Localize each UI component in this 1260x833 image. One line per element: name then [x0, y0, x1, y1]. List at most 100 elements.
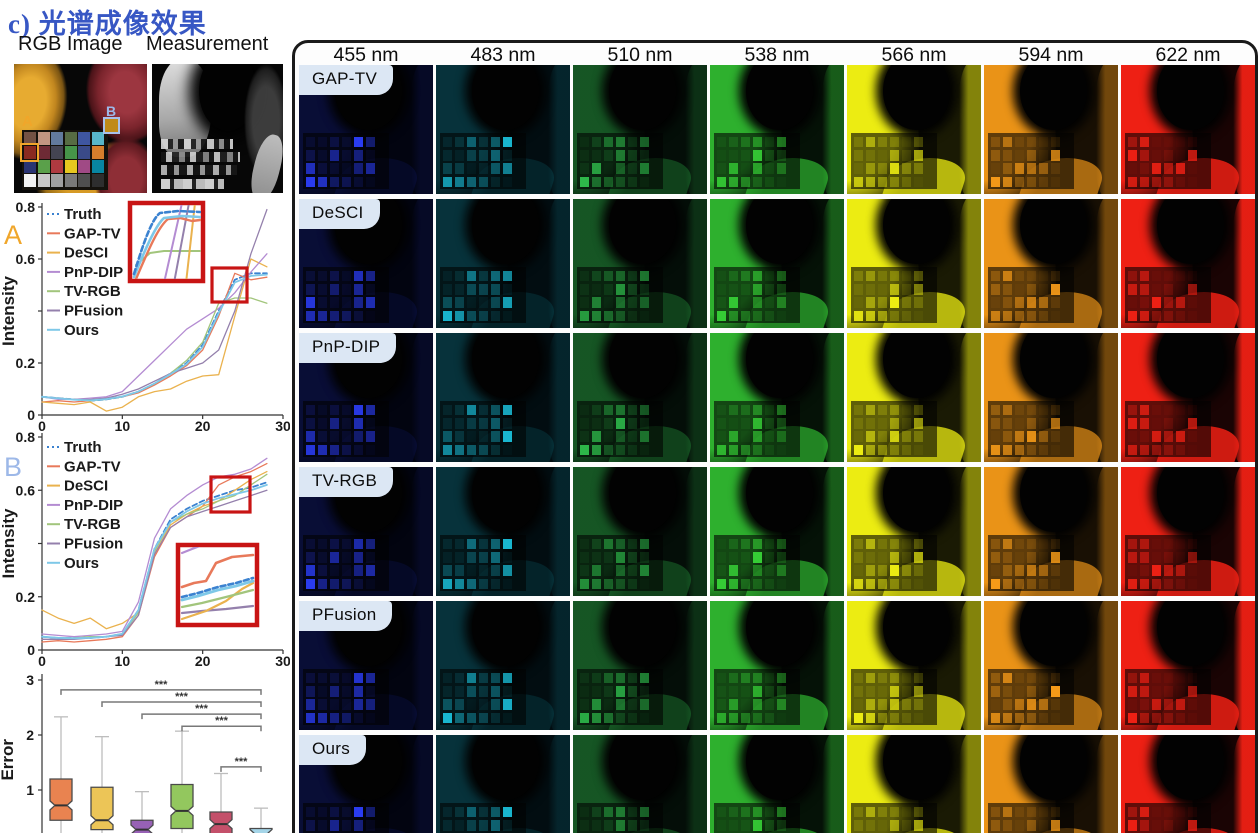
svg-text:TV-RGB: TV-RGB — [64, 516, 121, 533]
svg-text:0: 0 — [38, 418, 46, 432]
svg-text:PnP-DIP: PnP-DIP — [64, 264, 123, 281]
checker-region — [1125, 401, 1211, 457]
svg-text:0.8: 0.8 — [16, 199, 36, 215]
spectral-cell-GAP-TV-483nm — [436, 65, 570, 194]
checker-square — [78, 146, 91, 159]
spectral-cell-PnP-DIP-483nm — [436, 333, 570, 462]
spectral-cell-TV-RGB-566nm — [847, 467, 981, 596]
spectral-cell-PFusion-510nm — [573, 601, 707, 730]
series-GAP-TV — [41, 462, 268, 643]
spectral-cell-Ours-455nm: Ours — [299, 735, 433, 833]
svg-text:0.6: 0.6 — [16, 482, 36, 498]
spectral-cell-DeSCI-622nm — [1121, 199, 1255, 328]
checker-region — [988, 803, 1074, 833]
checker-square — [78, 160, 91, 173]
spectral-cell-PFusion-483nm — [436, 601, 570, 730]
checker-region — [577, 267, 663, 323]
spectral-cell-TV-RGB-510nm — [573, 467, 707, 596]
svg-text:0.2: 0.2 — [16, 355, 36, 371]
svg-text:GAP-TV: GAP-TV — [64, 458, 121, 475]
svg-text:10: 10 — [115, 653, 131, 668]
wavelength-label: 594 nm — [1018, 44, 1084, 66]
series-Ours — [41, 484, 268, 640]
checker-square — [64, 174, 77, 187]
spectral-cell-DeSCI-483nm — [436, 199, 570, 328]
svg-text:Intensity: Intensity — [0, 508, 18, 578]
checker-region — [577, 401, 663, 457]
checker-square — [24, 160, 36, 173]
svg-text:0.8: 0.8 — [16, 432, 36, 445]
checker-region — [577, 803, 663, 833]
svg-text:***: *** — [215, 715, 229, 727]
spectral-cell-TV-RGB-483nm — [436, 467, 570, 596]
spectral-cell-Ours-594nm — [984, 735, 1118, 833]
checker-region — [1125, 669, 1211, 725]
svg-text:3: 3 — [26, 672, 34, 688]
checker-square — [24, 174, 36, 187]
checker-region — [577, 669, 663, 725]
checker-region — [440, 267, 526, 323]
marker-b-box — [103, 117, 120, 134]
svg-text:30: 30 — [275, 653, 290, 668]
svg-text:DeSCI: DeSCI — [64, 245, 108, 262]
spectral-cell-PFusion-622nm — [1121, 601, 1255, 730]
spectral-curve-chart-b: 0 10 20 30 0 0.2 0.6 0.8 Intensity B Truth GAP-TV De… — [0, 432, 290, 668]
checker-square — [92, 132, 104, 145]
checker-region — [1125, 803, 1211, 833]
checker-region — [440, 401, 526, 457]
checker-square — [37, 146, 50, 159]
method-label-DeSCI: DeSCI — [299, 199, 380, 229]
method-label-Ours: Ours — [299, 735, 367, 765]
checker-region — [1125, 267, 1211, 323]
measurement-thumbnail — [152, 64, 283, 193]
checker-region — [851, 669, 937, 725]
checker-square — [37, 174, 50, 187]
checker-square — [78, 132, 91, 145]
checker-region — [1125, 535, 1211, 591]
checker-square — [24, 132, 36, 145]
spectral-cell-DeSCI-510nm — [573, 199, 707, 328]
checker-region — [851, 803, 937, 833]
checker-square — [51, 132, 64, 145]
checker-square — [51, 174, 64, 187]
checker-region — [714, 669, 800, 725]
checker-region — [303, 401, 389, 457]
checker-region — [303, 267, 389, 323]
svg-text:Ours: Ours — [64, 322, 99, 339]
checker-region — [714, 267, 800, 323]
marker-b-label: B — [106, 103, 117, 119]
checker-region — [851, 535, 937, 591]
checker-square — [92, 160, 104, 173]
svg-text:***: *** — [195, 703, 209, 715]
method-label-PnP-DIP: PnP-DIP — [299, 333, 397, 363]
svg-text:20: 20 — [195, 653, 211, 668]
svg-text:GAP-TV: GAP-TV — [64, 225, 121, 242]
spectral-cell-DeSCI-455nm: DeSCI — [299, 199, 433, 328]
checker-region — [1125, 133, 1211, 189]
checker-region — [577, 535, 663, 591]
box-TV-RGB — [170, 783, 194, 830]
svg-text:Ours: Ours — [64, 555, 99, 572]
svg-text:Error: Error — [0, 739, 17, 781]
box-PnP-DIP — [130, 819, 154, 833]
svg-text:PnP-DIP: PnP-DIP — [64, 497, 123, 514]
checker-region — [714, 535, 800, 591]
error-boxplot: 1 2 3 Error *** *** *** *** *** — [0, 672, 273, 833]
wavelength-label: 538 nm — [744, 44, 810, 66]
box-PFusion — [209, 811, 233, 833]
box-GAP-TV — [49, 778, 73, 821]
spectral-cell-GAP-TV-538nm — [710, 65, 844, 194]
checker-square — [37, 132, 50, 145]
spectral-cell-TV-RGB-622nm — [1121, 467, 1255, 596]
checker-region — [851, 401, 937, 457]
box-DeSCI — [90, 786, 114, 831]
svg-text:DeSCI: DeSCI — [64, 478, 108, 495]
checker-region — [303, 133, 389, 189]
checker-region — [851, 133, 937, 189]
checker-square — [24, 146, 36, 159]
series-PnP-DIP — [41, 457, 268, 638]
checker-square — [64, 160, 77, 173]
spectral-cell-PFusion-566nm — [847, 601, 981, 730]
checker-region — [303, 803, 389, 833]
